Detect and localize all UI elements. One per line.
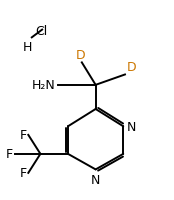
Text: H₂N: H₂N bbox=[32, 79, 56, 92]
Text: D: D bbox=[127, 60, 136, 73]
Text: N: N bbox=[127, 120, 136, 133]
Text: F: F bbox=[6, 148, 13, 161]
Text: N: N bbox=[91, 173, 100, 186]
Text: Cl: Cl bbox=[35, 25, 48, 38]
Text: D: D bbox=[75, 48, 85, 61]
Text: F: F bbox=[19, 167, 27, 179]
Text: F: F bbox=[19, 129, 27, 142]
Text: H: H bbox=[23, 41, 33, 54]
